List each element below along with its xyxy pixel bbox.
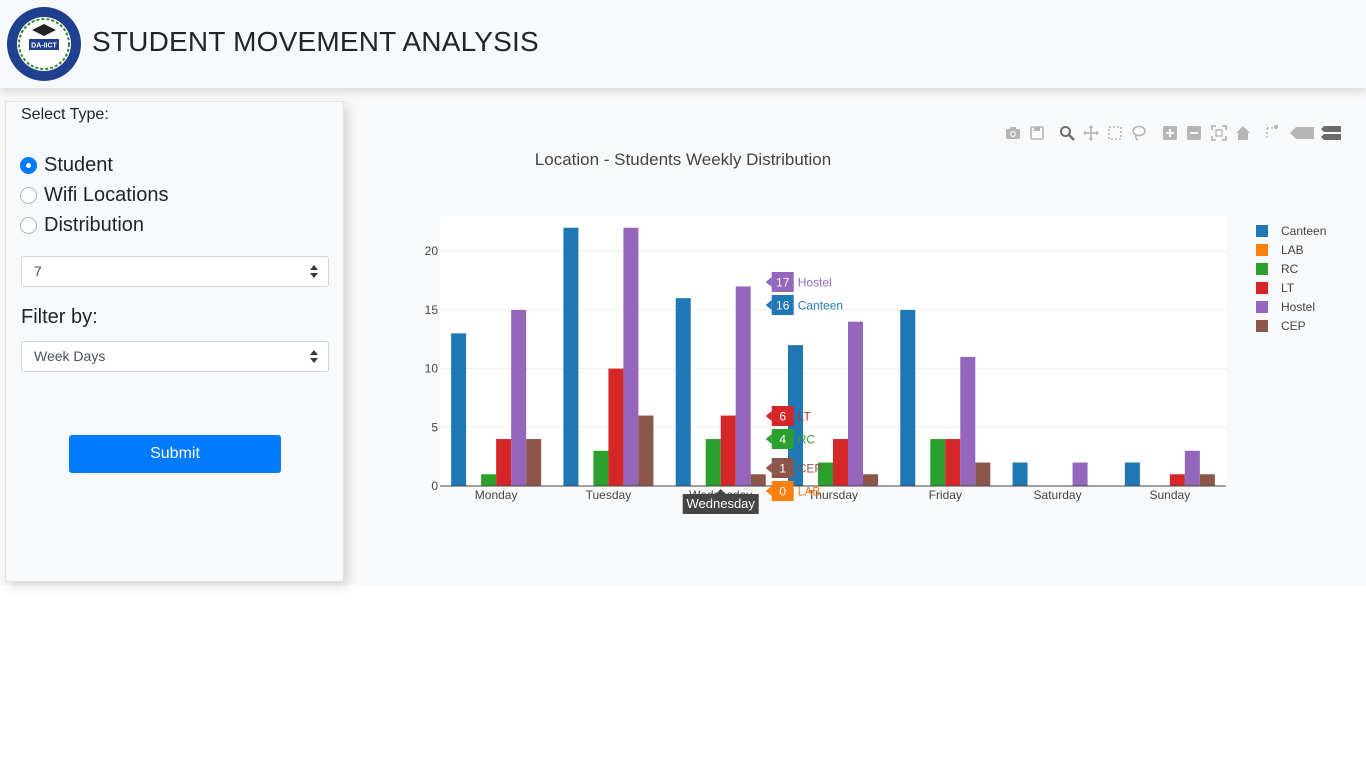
- spike-lines-icon[interactable]: [1264, 125, 1280, 141]
- box-select-icon[interactable]: [1107, 125, 1123, 141]
- number-select-value: 7: [34, 263, 42, 279]
- save-icon[interactable]: [1029, 125, 1045, 141]
- filter-select[interactable]: Week Days: [21, 341, 329, 372]
- filter-label: Filter by:: [21, 306, 98, 328]
- radio-label-distribution: Distribution: [44, 214, 145, 236]
- header: DA-IICT STUDENT MOVEMENT ANALYSIS: [0, 0, 1366, 88]
- lasso-select-icon[interactable]: [1131, 125, 1147, 141]
- pan-icon[interactable]: [1083, 125, 1099, 141]
- filter-select-value: Week Days: [34, 348, 106, 364]
- page-title: STUDENT MOVEMENT ANALYSIS: [92, 26, 539, 57]
- select-caret-icon: [310, 265, 318, 279]
- submit-button[interactable]: Submit: [69, 435, 281, 473]
- radio-button[interactable]: [20, 217, 37, 234]
- radio-label-wifi-locations: Wifi Locations: [44, 184, 169, 206]
- radio-distribution[interactable]: Distribution: [20, 214, 144, 237]
- logo-text: DA-IICT: [31, 43, 57, 50]
- institute-logo: DA-IICT: [7, 7, 81, 81]
- chart-title: Location - Students Weekly Distribution: [534, 150, 832, 169]
- hover-closest-icon[interactable]: [1290, 125, 1314, 141]
- zoom-icon[interactable]: [1059, 125, 1075, 141]
- zoom-in-icon[interactable]: [1162, 125, 1178, 141]
- zoom-out-icon[interactable]: [1186, 125, 1202, 141]
- number-select[interactable]: 7: [21, 256, 329, 287]
- camera-icon[interactable]: [1005, 125, 1021, 141]
- select-type-label: Select Type:: [21, 106, 109, 123]
- radio-wifi-locations[interactable]: Wifi Locations: [20, 184, 169, 207]
- select-caret-icon: [310, 350, 318, 364]
- radio-button[interactable]: [20, 157, 37, 174]
- reset-axes-icon[interactable]: [1235, 125, 1251, 141]
- hover-compare-icon[interactable]: [1321, 125, 1341, 141]
- autoscale-icon[interactable]: [1211, 125, 1227, 141]
- radio-button[interactable]: [20, 187, 37, 204]
- radio-student[interactable]: Student: [20, 154, 113, 177]
- radio-label-student: Student: [44, 154, 113, 176]
- sidebar-panel: Select Type: Student Wifi Locations Dist…: [5, 101, 344, 582]
